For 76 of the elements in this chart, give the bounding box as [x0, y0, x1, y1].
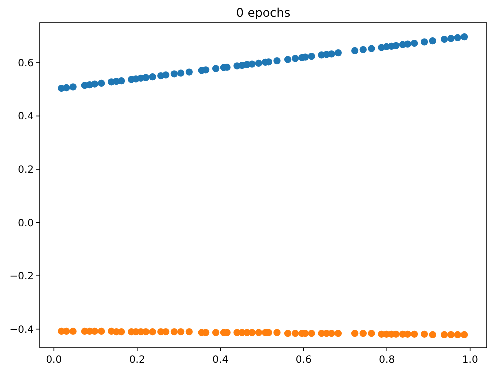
point — [360, 46, 367, 54]
point — [368, 330, 376, 338]
y-tick-label: −0.2 — [10, 272, 34, 283]
point — [429, 331, 436, 339]
point — [284, 56, 292, 64]
point — [454, 34, 462, 42]
point — [392, 42, 400, 50]
point — [308, 330, 316, 338]
point — [292, 330, 300, 338]
point — [460, 34, 468, 41]
point — [328, 330, 336, 338]
point — [411, 40, 418, 48]
point — [142, 328, 150, 336]
point — [91, 80, 99, 88]
point — [440, 36, 448, 44]
point — [334, 330, 342, 338]
point — [351, 47, 359, 55]
point — [255, 60, 262, 68]
point — [170, 70, 178, 78]
chart-title: 0 epochs — [236, 6, 291, 20]
y-tick-label: 0.2 — [18, 165, 34, 176]
point — [212, 65, 220, 72]
point — [118, 78, 126, 85]
point — [404, 330, 412, 338]
point — [70, 328, 77, 336]
point — [274, 329, 281, 336]
point — [186, 328, 193, 336]
x-tick-label: 0.0 — [46, 355, 62, 366]
point — [454, 331, 462, 339]
point — [404, 40, 412, 48]
point — [421, 38, 428, 46]
y-tick-label: 0.4 — [18, 112, 34, 123]
point — [284, 330, 292, 338]
point — [178, 70, 185, 77]
point — [162, 328, 170, 336]
point — [460, 331, 468, 339]
point — [440, 331, 448, 339]
point — [351, 330, 359, 338]
point — [328, 50, 336, 58]
point — [63, 328, 70, 336]
point — [70, 84, 77, 91]
point — [118, 328, 126, 336]
point — [360, 330, 367, 338]
x-tick-label: 0.8 — [379, 355, 396, 366]
point — [292, 55, 300, 62]
point — [255, 329, 262, 336]
y-tick-label: −0.4 — [10, 324, 34, 336]
x-tick-label: 0.2 — [129, 355, 146, 366]
point — [429, 38, 436, 45]
point — [308, 53, 316, 60]
y-tick-label: 0.0 — [18, 218, 34, 230]
point — [142, 74, 150, 82]
point — [334, 50, 342, 57]
point — [149, 74, 156, 81]
point — [448, 35, 455, 42]
point — [170, 328, 178, 336]
point — [411, 330, 418, 338]
x-tick-label: 0.4 — [212, 355, 229, 366]
point — [98, 80, 106, 88]
point — [392, 330, 400, 338]
point — [274, 58, 281, 65]
point — [421, 330, 428, 338]
point — [149, 328, 156, 336]
point — [212, 329, 220, 336]
point — [248, 60, 256, 68]
point — [368, 45, 376, 52]
x-tick-label: 1.0 — [462, 355, 478, 366]
x-tick-label: 0.6 — [296, 355, 312, 366]
point — [178, 328, 185, 336]
point — [248, 329, 256, 336]
point — [448, 331, 455, 339]
point — [186, 68, 193, 76]
point — [98, 328, 106, 336]
point — [162, 72, 170, 79]
point — [63, 84, 70, 92]
y-tick-label: 0.6 — [18, 58, 34, 70]
